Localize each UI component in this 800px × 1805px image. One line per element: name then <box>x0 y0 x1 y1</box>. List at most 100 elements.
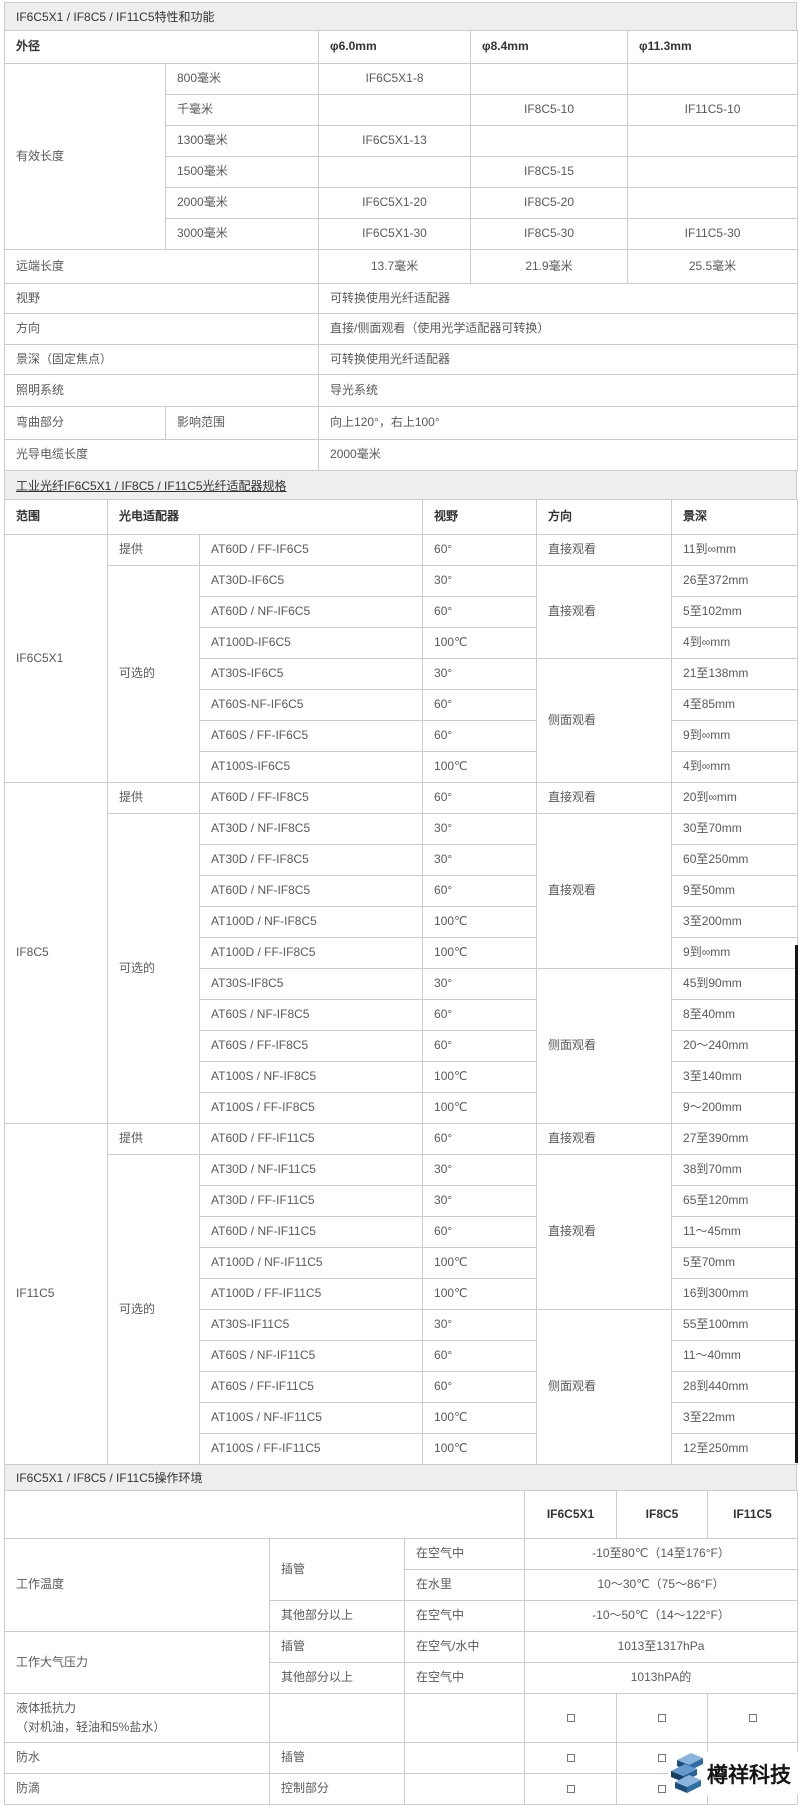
table-cell: 插管 <box>269 1538 405 1601</box>
table-cell <box>404 1693 525 1743</box>
table-cell: IF6C5X1-8 <box>318 63 472 95</box>
table-cell: 3至22mm <box>671 1402 799 1434</box>
table-cell: 在空气中 <box>404 1600 525 1632</box>
table-cell: AT60S-NF-IF6C5 <box>198 689 424 721</box>
spec-page: IF6C5X1 / IF8C5 / IF11C5特性和功能 外径 φ6.0mm φ8… <box>3 2 799 1805</box>
table-cell: AT30D-IF6C5 <box>198 565 424 597</box>
table-cell: 防滴 <box>4 1773 270 1805</box>
table-cell: 2000毫米 <box>318 439 799 471</box>
table-cell: 11〜40mm <box>671 1340 799 1372</box>
header-cell: φ6.0mm <box>318 30 472 64</box>
resistance-marker-icon <box>748 1714 757 1723</box>
table-cell: AT60S / NF-IF8C5 <box>198 999 424 1031</box>
table-cell: IF6C5X1-30 <box>318 218 472 250</box>
table-cell <box>627 125 799 157</box>
table-cell: 9至50mm <box>671 875 799 907</box>
table-cell: -10〜50℃（14〜122°F） <box>524 1600 798 1632</box>
table-cell: 在空气中 <box>404 1538 525 1570</box>
table-cell: 30° <box>422 658 538 690</box>
table-cell: AT30D / NF-IF11C5 <box>198 1154 424 1186</box>
table-cell: 在空气/水中 <box>404 1631 525 1663</box>
table-cell: 60° <box>422 1216 538 1248</box>
table-cell: 3至200mm <box>671 906 799 938</box>
table-cell: 30° <box>422 565 538 597</box>
table-cell <box>627 187 799 219</box>
resistance-marker-icon <box>658 1785 666 1794</box>
table-cell: 防水 <box>4 1742 270 1774</box>
table-cell: AT30D / NF-IF8C5 <box>198 813 424 845</box>
section-header-features: IF6C5X1 / IF8C5 / IF11C5特性和功能 <box>4 2 797 30</box>
table-cell: AT100D / FF-IF8C5 <box>198 937 424 969</box>
table-cell: 55至100mm <box>671 1309 799 1341</box>
table-cell: 30° <box>422 813 538 845</box>
adapter-spec-link[interactable]: 工业光纤IF6C5X1 / IF8C5 / IF11C5光纤适配器规格 <box>16 478 287 493</box>
table-cell: 插管 <box>269 1631 405 1663</box>
table-cell: 其他部分以上 <box>269 1600 405 1632</box>
header-cell: 景深 <box>671 499 799 535</box>
table-cell: 60° <box>422 596 538 628</box>
table-cell: 照明系统 <box>3 374 320 407</box>
table-cell: 工作大气压力 <box>4 1631 270 1694</box>
table-cell: -10至80℃（14至176°F） <box>524 1538 798 1570</box>
resistance-marker-icon <box>566 1714 575 1723</box>
table-cell: 4至85mm <box>671 689 799 721</box>
table-cell <box>616 1693 708 1743</box>
table-cell: AT60D / FF-IF8C5 <box>198 782 424 814</box>
table-cell <box>524 1773 617 1805</box>
table-cell: AT60S / FF-IF11C5 <box>198 1371 424 1403</box>
table-cell: 可选的 <box>107 813 200 1124</box>
table-cell: 800毫米 <box>164 63 320 95</box>
table-cell: 在空气中 <box>404 1662 525 1694</box>
table-cell: 13.7毫米 <box>318 249 472 284</box>
table-cell: 100℃ <box>422 1278 538 1310</box>
table-cell: 液体抵抗力 （对机油，轻油和5%盐水） <box>4 1693 270 1743</box>
table-cell: AT60D / NF-IF11C5 <box>198 1216 424 1248</box>
table-cell: 100℃ <box>422 751 538 783</box>
header-cell: φ11.3mm <box>627 30 799 64</box>
table-cell: 60° <box>422 782 538 814</box>
table-cell: 远端长度 <box>3 249 320 284</box>
header-cell: 方向 <box>536 499 673 535</box>
table-cell: 28到440mm <box>671 1371 799 1403</box>
table-cell: 3至140mm <box>671 1061 799 1093</box>
table-cell <box>707 1693 798 1743</box>
vendor-logo-text: 樽祥科技 <box>707 1763 791 1787</box>
table-cell: 直接/侧面观看（使用光学适配器可转换） <box>318 313 799 345</box>
table-cell: AT30D / FF-IF11C5 <box>198 1185 424 1217</box>
table-cell: IF6C5X1-20 <box>318 187 472 219</box>
table-cell: AT30S-IF11C5 <box>198 1309 424 1341</box>
table-cell: 20到∞mm <box>671 782 799 814</box>
table-cell <box>318 156 472 188</box>
table-cell: 1300毫米 <box>164 125 320 157</box>
vendor-logo: 樽祥科技 <box>668 1752 798 1795</box>
table-cell: 20〜240mm <box>671 1030 799 1062</box>
table-cell: AT100S / FF-IF11C5 <box>198 1433 424 1465</box>
table-cell: 60° <box>422 1123 538 1155</box>
table-cell: AT100D-IF6C5 <box>198 627 424 659</box>
table-cell: 12至250mm <box>671 1433 799 1465</box>
table-cell: 100℃ <box>422 906 538 938</box>
table-cell: 21.9毫米 <box>470 249 629 284</box>
table-cell: 11到∞mm <box>671 534 799 566</box>
table-cell: 16到300mm <box>671 1278 799 1310</box>
table-cell: 65至120mm <box>671 1185 799 1217</box>
table-cell: 30° <box>422 1154 538 1186</box>
table-cell: AT30S-IF6C5 <box>198 658 424 690</box>
table-cell: 1013至1317hPa <box>524 1631 798 1663</box>
inner-scrollbar[interactable] <box>795 945 798 1463</box>
table-cell: AT100D / FF-IF11C5 <box>198 1278 424 1310</box>
table-cell: 100℃ <box>422 1061 538 1093</box>
header-cell: IF8C5 <box>616 1490 708 1539</box>
table-cell: 可转换使用光纤适配器 <box>318 344 799 375</box>
table-cell: 可选的 <box>107 565 200 783</box>
header-cell: IF6C5X1 <box>524 1490 617 1539</box>
resistance-marker-icon <box>566 1754 575 1763</box>
table-cell: 光导电缆长度 <box>3 439 320 471</box>
table-cell: 1500毫米 <box>164 156 320 188</box>
table-cell <box>627 63 799 95</box>
table-cell: 100℃ <box>422 937 538 969</box>
table-cell: 侧面观看 <box>536 968 673 1124</box>
section-header-environment: IF6C5X1 / IF8C5 / IF11C5操作环境 <box>4 1465 797 1490</box>
table-cell: 直接观看 <box>536 534 673 566</box>
table-cell <box>269 1693 405 1743</box>
